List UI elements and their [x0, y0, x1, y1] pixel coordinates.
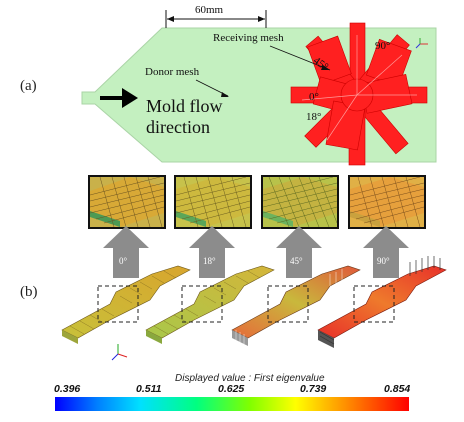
dimension-label: 60mm [195, 4, 224, 16]
arrow-90deg [363, 226, 409, 278]
small-axis-marker-icon [415, 38, 428, 49]
angle-label-90: 90° [375, 40, 391, 52]
receiving-mesh-leader [269, 45, 331, 71]
arrow-label-90deg: 90° [377, 256, 390, 266]
panel-a-label: (a) [20, 78, 37, 94]
dimension-arrow-left [167, 16, 174, 22]
donor-mesh-leader-arrow [221, 92, 229, 97]
legend-colorbar [55, 397, 409, 411]
specimen-0deg [61, 265, 191, 344]
arrow-label-18deg: 18° [203, 256, 216, 266]
legend-tick-4: 0.854 [384, 383, 411, 395]
legend-tick-3: 0.739 [300, 383, 327, 395]
receiving-mesh [290, 22, 428, 166]
specimen-array [61, 226, 447, 361]
zoom-region-45deg [267, 285, 309, 323]
angle-label-18: 18° [306, 111, 322, 123]
legend-tick-0: 0.396 [54, 383, 81, 395]
zoom-inset-90deg [348, 175, 426, 229]
zoom-region-0deg [97, 285, 139, 323]
arrow-18deg [189, 226, 235, 278]
flow-direction-line1: Mold flow [146, 96, 223, 116]
zoom-inset-0deg [88, 175, 166, 229]
specimen-18deg [145, 265, 275, 344]
legend-tick-2: 0.625 [218, 383, 245, 395]
axis-triad-icon [111, 344, 128, 361]
zoom-inset-18deg [174, 175, 252, 229]
panel-a-diagram [81, 10, 437, 166]
angle-label-0: 0° [309, 91, 319, 103]
arrow-45deg [276, 226, 322, 278]
legend-tick-1: 0.511 [136, 383, 162, 395]
receiving-mesh-leader-arrow [321, 65, 330, 70]
specimen-45deg [231, 265, 361, 346]
dimension-arrow-right [258, 16, 265, 22]
panel-b-label: (b) [20, 284, 38, 300]
donor-mesh-label: Donor mesh [145, 66, 200, 78]
arrow-label-0deg: 0° [119, 256, 128, 266]
zoom-region-18deg [181, 285, 223, 323]
zoom-inset-45deg [261, 175, 339, 229]
specimen-90deg [317, 256, 447, 348]
flow-direction-line2: direction [146, 117, 210, 137]
arrow-label-45deg: 45° [290, 256, 303, 266]
flow-arrow-icon [100, 88, 138, 108]
legend-title: Displayed value : First eigenvalue [175, 373, 325, 384]
zoom-region-90deg [353, 285, 395, 323]
arrow-0deg [103, 226, 149, 278]
receiving-mesh-label: Receiving mesh [213, 32, 284, 44]
